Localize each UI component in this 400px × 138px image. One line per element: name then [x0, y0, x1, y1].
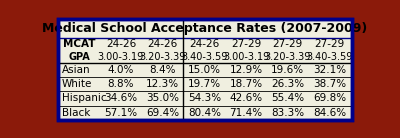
Text: 19.6%: 19.6%: [271, 65, 304, 75]
Text: 69.4%: 69.4%: [146, 108, 179, 118]
Text: 3.40-3.59: 3.40-3.59: [306, 52, 353, 62]
Text: 12.3%: 12.3%: [146, 79, 179, 89]
Text: 8.8%: 8.8%: [108, 79, 134, 89]
Text: 15.0%: 15.0%: [188, 65, 221, 75]
Text: 27-29: 27-29: [314, 39, 345, 49]
Text: 57.1%: 57.1%: [104, 108, 138, 118]
Text: 8.4%: 8.4%: [149, 65, 176, 75]
Text: 18.7%: 18.7%: [229, 79, 262, 89]
Text: 42.6%: 42.6%: [229, 93, 262, 104]
Text: 34.6%: 34.6%: [104, 93, 138, 104]
Text: 26.3%: 26.3%: [271, 79, 304, 89]
Text: 80.4%: 80.4%: [188, 108, 221, 118]
Text: 3.40-3.59: 3.40-3.59: [181, 52, 228, 62]
Text: 27-29: 27-29: [231, 39, 261, 49]
Text: 4.0%: 4.0%: [108, 65, 134, 75]
Text: MCAT: MCAT: [64, 39, 96, 49]
Text: 24-26: 24-26: [189, 39, 219, 49]
Text: 19.7%: 19.7%: [188, 79, 221, 89]
Text: Asian: Asian: [62, 65, 90, 75]
Text: 84.6%: 84.6%: [313, 108, 346, 118]
Text: 69.8%: 69.8%: [313, 93, 346, 104]
Text: 3.00-3.19: 3.00-3.19: [223, 52, 269, 62]
Text: 71.4%: 71.4%: [229, 108, 262, 118]
Text: Hispanic: Hispanic: [62, 93, 106, 104]
Text: 55.4%: 55.4%: [271, 93, 304, 104]
Text: 3.20-3.39: 3.20-3.39: [264, 52, 311, 62]
Text: 32.1%: 32.1%: [313, 65, 346, 75]
Text: 54.3%: 54.3%: [188, 93, 221, 104]
Text: 35.0%: 35.0%: [146, 93, 179, 104]
Text: 12.9%: 12.9%: [229, 65, 262, 75]
Text: White: White: [62, 79, 92, 89]
Text: 24-26: 24-26: [148, 39, 178, 49]
Text: 27-29: 27-29: [272, 39, 303, 49]
Text: Medical School Acceptance Rates (2007-2009): Medical School Acceptance Rates (2007-20…: [42, 22, 368, 35]
Text: 24-26: 24-26: [106, 39, 136, 49]
Text: 3.00-3.19: 3.00-3.19: [98, 52, 144, 62]
Text: Black: Black: [62, 108, 90, 118]
Text: 38.7%: 38.7%: [313, 79, 346, 89]
Text: 3.20-3.39: 3.20-3.39: [140, 52, 186, 62]
Text: 83.3%: 83.3%: [271, 108, 304, 118]
Text: GPA: GPA: [69, 52, 90, 62]
